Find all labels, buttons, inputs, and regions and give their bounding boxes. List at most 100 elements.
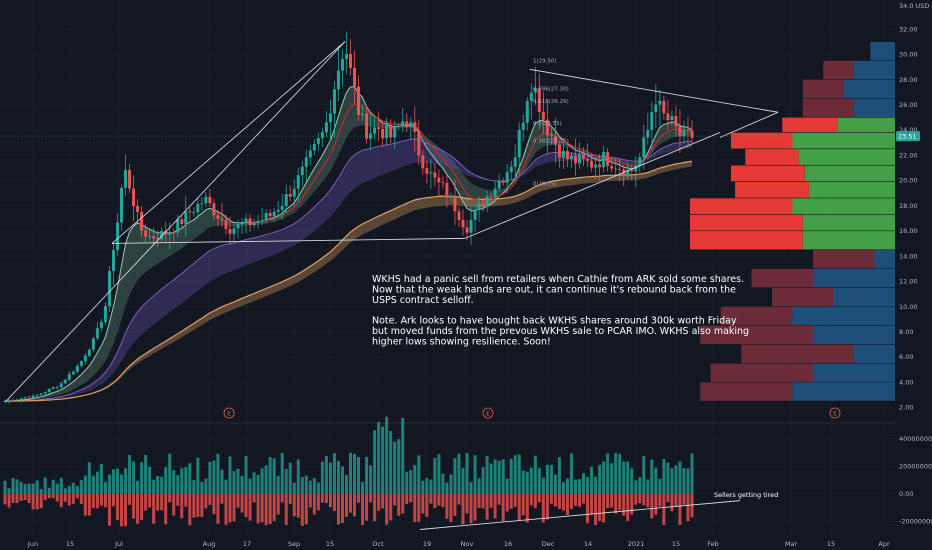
candle-body [553, 136, 557, 145]
volume-bar-sell [71, 493, 75, 504]
volume-profile-sell [710, 363, 813, 382]
volume-bar-buy [469, 482, 473, 494]
volume-bar-sell [497, 493, 501, 505]
price-tick-label: 26.00 [899, 101, 918, 109]
candle-body [55, 387, 59, 388]
candle-body [642, 137, 646, 158]
volume-bar-buy [144, 455, 148, 494]
volume-bar-sell [55, 493, 59, 502]
volume-bar-buy [284, 468, 288, 494]
volume-bar-buy [212, 460, 216, 494]
price-tick-label: 10.00 [899, 303, 918, 311]
volume-trend-line [419, 500, 741, 530]
candle-body [561, 151, 565, 158]
candle-body [260, 219, 264, 221]
volume-bar-sell [232, 493, 236, 522]
volume-bar-buy [180, 468, 184, 494]
volume-profile [690, 41, 895, 401]
volume-bar-buy [208, 461, 212, 494]
trend-lines [4, 41, 779, 403]
candle-body [385, 124, 389, 139]
time-tick-label: 15 [827, 540, 835, 548]
candle-body [87, 349, 91, 356]
volume-profile-buy [798, 149, 895, 165]
volume-bar-sell [111, 493, 115, 507]
volume-bar-sell [344, 493, 348, 517]
volume-bar-buy [437, 454, 441, 494]
price-tick-label: 8.00 [899, 328, 913, 336]
candle-body [658, 100, 662, 105]
volume-bar-sell [678, 493, 682, 525]
volume-bar-sell [666, 493, 670, 503]
volume-bar-sell [11, 493, 15, 503]
volume-bar-sell [284, 493, 288, 525]
volume-bar-buy [654, 467, 658, 494]
volume-bar-buy [196, 457, 200, 494]
price-tick-label: 22.00 [899, 151, 918, 159]
candle-body [236, 224, 240, 229]
volume-bar-buy [594, 476, 598, 494]
candle-body [638, 157, 642, 167]
volume-bar-buy [465, 453, 469, 494]
volume-bar-buy [598, 464, 602, 494]
price-tick-label: 24.00 [899, 126, 918, 134]
candle-body [529, 92, 533, 101]
volume-bar-sell [521, 493, 525, 516]
volume-bar-sell [63, 493, 67, 502]
volume-bar-sell [224, 493, 228, 525]
volume-bar-buy [176, 475, 180, 494]
candle-body [509, 166, 513, 173]
price-tick-label: 4.00 [899, 378, 913, 386]
volume-bar-sell [268, 493, 272, 525]
candle-body [469, 220, 473, 233]
volume-bar-sell [228, 493, 232, 523]
annotations: WKHS had a panic sell from retailers whe… [372, 274, 778, 499]
volume-bar-buy [590, 466, 594, 494]
candle-body [280, 205, 284, 210]
price-tick-label: 2.00 [899, 404, 913, 412]
candle-body [99, 321, 103, 329]
volume-bar-sell [115, 493, 119, 520]
volume-bar-sell [590, 493, 594, 515]
volume-bar-buy [160, 476, 164, 494]
volume-profile-buy [854, 344, 895, 363]
volume-bar-buy [236, 468, 240, 494]
volume-bar-buy [252, 472, 256, 494]
price-tick-label: 28.00 [899, 76, 918, 84]
volume-bar-sell [626, 493, 630, 521]
volume-bar-sell [533, 493, 537, 508]
volume-bar-buy [365, 456, 369, 494]
volume-bar-buy [529, 467, 533, 494]
volume-bar-sell [622, 493, 626, 516]
volume-bar-sell [529, 493, 533, 506]
volume-bar-buy [417, 455, 421, 494]
candle-body [252, 222, 256, 226]
candle-body [136, 206, 140, 212]
candle-body [517, 129, 521, 158]
volume-bar-buy [107, 474, 111, 494]
volume-profile-buy [802, 231, 895, 250]
volume-bar-buy [401, 417, 405, 494]
price-top-label: 34.0 USD [899, 2, 929, 10]
volume-bar-sell [220, 493, 224, 504]
candle-body [578, 154, 582, 164]
volume-bar-buy [369, 465, 373, 494]
volume-bar-sell [594, 493, 598, 526]
candle-body [590, 160, 594, 168]
volume-bar-buy [59, 477, 63, 494]
candle-body [176, 219, 180, 233]
volume-bar-sell [308, 493, 312, 508]
volume-bar-sell [248, 493, 252, 521]
volume-bar-buy [220, 469, 224, 494]
volume-bar-sell [541, 493, 545, 523]
volume-bar-sell [646, 493, 650, 508]
volume-profile-sell [700, 382, 793, 401]
candle-body [300, 166, 304, 176]
volume-bar-buy [71, 482, 75, 494]
volume-bar-buy [517, 454, 521, 494]
volume-bar-sell [674, 493, 678, 507]
candle-body [433, 172, 437, 178]
volume-bar-buy [288, 462, 292, 494]
candle-body [397, 125, 401, 127]
